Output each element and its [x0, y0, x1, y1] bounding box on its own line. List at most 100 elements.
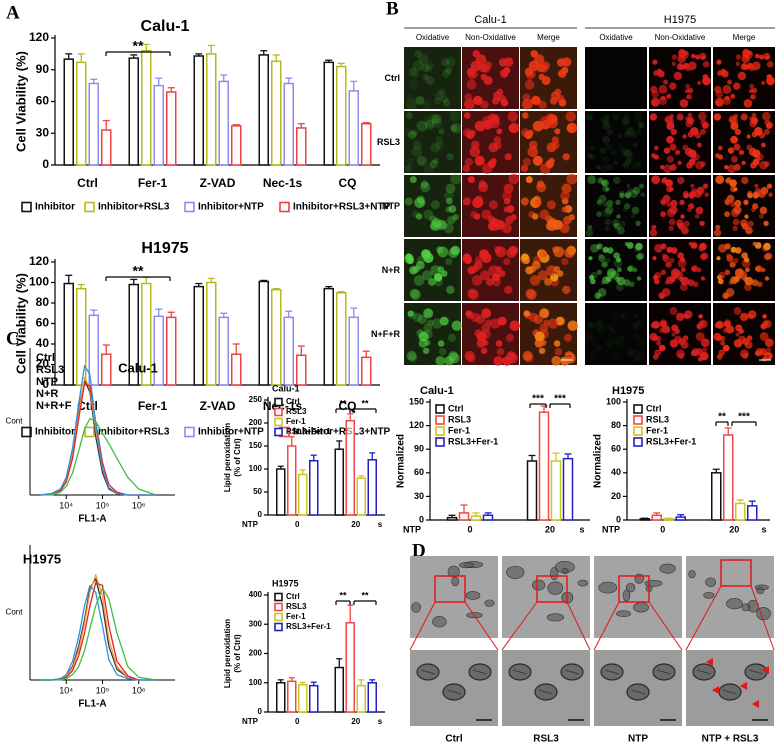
cell: [623, 207, 628, 212]
legend-label: Fer-1: [286, 417, 306, 426]
y-tick-label: 200: [249, 418, 263, 427]
cell: [687, 61, 697, 71]
cell: [418, 199, 426, 207]
cell: [404, 197, 413, 206]
scale-bar-label: 50 μm: [563, 354, 572, 358]
cell: [620, 147, 629, 156]
cell: [493, 356, 504, 366]
bar: [283, 316, 294, 386]
legend-swatch: [435, 437, 445, 447]
cell: [730, 246, 737, 253]
cell: [405, 253, 413, 261]
cell: [735, 247, 742, 254]
x-tick-label: 10⁴: [59, 685, 73, 695]
cell: [695, 54, 701, 60]
cell: [715, 153, 720, 159]
cell: [658, 84, 668, 94]
cell: [746, 335, 753, 341]
cell: [587, 153, 592, 159]
organelle: [546, 613, 565, 622]
cell: [606, 128, 613, 136]
cell: [474, 155, 485, 166]
cell: [411, 129, 418, 136]
cell: [740, 349, 749, 359]
cell: [681, 267, 686, 273]
cell: [586, 322, 594, 329]
cell: [412, 312, 423, 322]
cell: [440, 94, 449, 103]
bar: [283, 82, 294, 166]
crista: [472, 669, 488, 675]
cell: [614, 338, 621, 345]
y-axis-label: Cont: [6, 417, 24, 426]
cell: [504, 153, 512, 161]
chart-title: H1975: [272, 578, 299, 588]
cell: [680, 276, 690, 286]
cell: [587, 175, 597, 185]
cell: [716, 256, 721, 261]
bar: [361, 356, 372, 386]
cell: [561, 258, 569, 266]
y-tick-label: 120: [409, 420, 424, 430]
cell: [626, 183, 631, 188]
x-axis-label: NTP: [242, 520, 259, 529]
cell: [700, 276, 706, 281]
cell: [634, 314, 639, 319]
cell: [668, 218, 676, 226]
bar: [276, 468, 286, 516]
cell: [653, 70, 659, 76]
cell: [614, 223, 621, 230]
cell: [597, 178, 603, 184]
cell: [727, 164, 736, 174]
legend-label: Ctrl: [286, 397, 300, 406]
y-tick-label: 30: [36, 125, 50, 139]
cell: [658, 96, 668, 106]
crista: [420, 669, 436, 675]
organelle: [616, 610, 631, 618]
cell: [740, 113, 748, 121]
zoom-line: [501, 601, 538, 651]
cell: [481, 308, 492, 319]
cell: [446, 57, 456, 67]
legend-label: NTP: [36, 376, 58, 388]
cell: [478, 182, 489, 193]
cell: [665, 179, 673, 188]
legend-swatch: [184, 201, 195, 213]
cell: [664, 115, 673, 124]
cell: [604, 225, 610, 231]
cell: [668, 225, 674, 231]
bar: [141, 282, 152, 386]
cell: [749, 94, 755, 100]
bar: [258, 280, 269, 386]
cell: [617, 226, 625, 235]
cell: [669, 258, 675, 263]
crista: [722, 689, 738, 695]
bar: [141, 49, 152, 166]
bar: [336, 292, 347, 386]
cell: [638, 347, 643, 352]
cell: [635, 242, 643, 251]
x-tick-label: Z-VAD: [200, 176, 236, 190]
cell: [670, 128, 677, 136]
cell: [445, 258, 453, 266]
histogram-line: [40, 417, 157, 496]
bar: [76, 61, 87, 166]
cell: [463, 253, 471, 261]
cell: [436, 219, 447, 230]
cell: [533, 314, 544, 325]
legend-label: Inhibitor+NTP: [198, 427, 264, 438]
cell: [447, 216, 456, 225]
cell: [623, 131, 630, 138]
cell: [652, 59, 658, 65]
cell: [406, 98, 417, 110]
cell: [733, 143, 741, 151]
cell: [423, 323, 433, 333]
x-tick-label: 10⁵: [96, 685, 110, 695]
bar: [458, 512, 470, 521]
cell: [544, 278, 552, 286]
cell: [696, 323, 701, 328]
cell: [449, 111, 460, 122]
cell: [423, 308, 434, 319]
cell: [486, 278, 494, 286]
cell: [624, 203, 631, 210]
